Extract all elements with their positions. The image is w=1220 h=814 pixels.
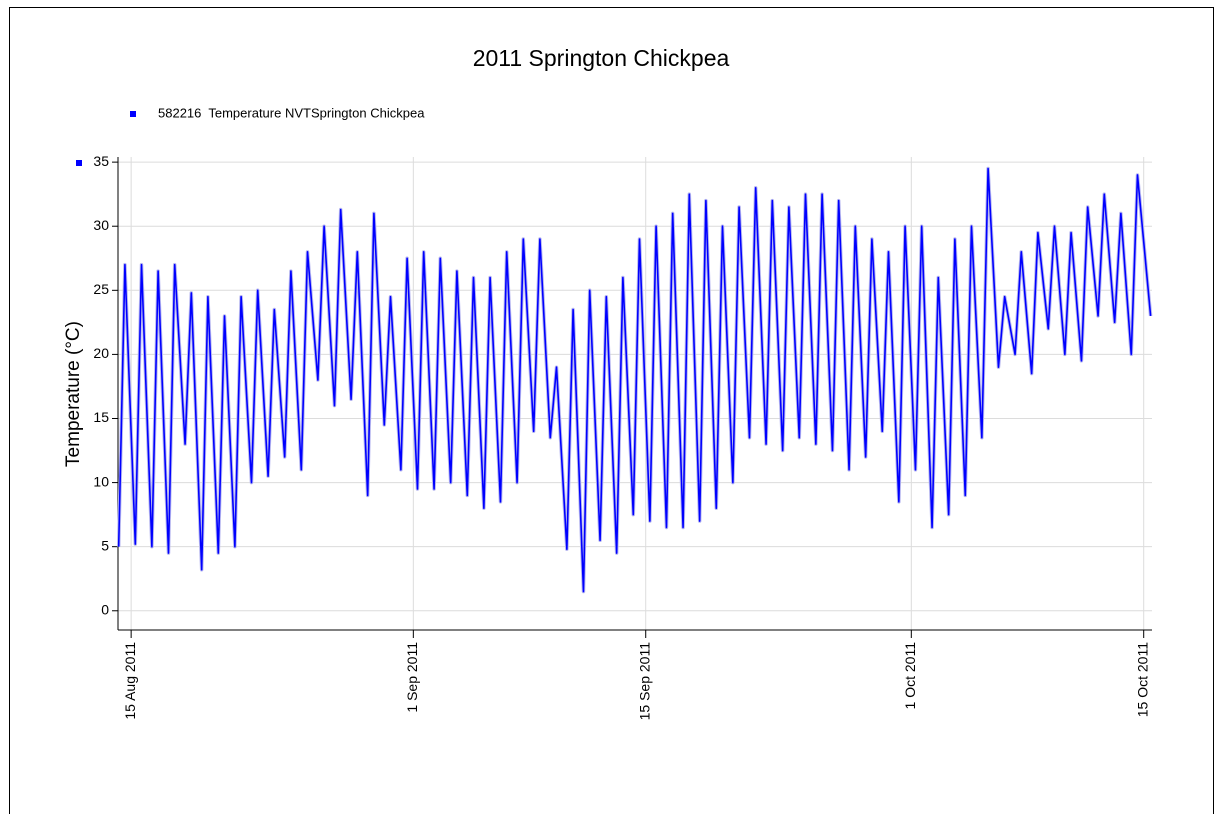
axis-marker <box>76 160 82 166</box>
y-tick-label: 10 <box>93 473 109 489</box>
series-line <box>117 167 1152 593</box>
x-tick-label: 15 Oct 2011 <box>1134 642 1150 717</box>
x-tick-label: 1 Oct 2011 <box>902 642 918 710</box>
y-tick-label: 35 <box>93 153 109 169</box>
x-tick-label: 15 Sep 2011 <box>636 642 652 721</box>
y-tick-label: 15 <box>93 409 109 425</box>
x-tick-label: 1 Sep 2011 <box>404 642 420 713</box>
legend-label: 582216 Temperature NVTSprington Chickpea <box>158 105 425 120</box>
y-tick-label: 5 <box>101 537 109 553</box>
y-tick-label: 25 <box>93 281 109 297</box>
y-tick-label: 20 <box>93 345 109 361</box>
legend-swatch <box>130 111 136 117</box>
chart-title: 2011 Springton Chickpea <box>473 45 730 71</box>
x-tick-label: 15 Aug 2011 <box>122 642 138 720</box>
y-axis-label: Temperature (°C) <box>63 321 84 467</box>
y-tick-label: 30 <box>93 217 109 233</box>
y-tick-label: 0 <box>101 601 109 617</box>
